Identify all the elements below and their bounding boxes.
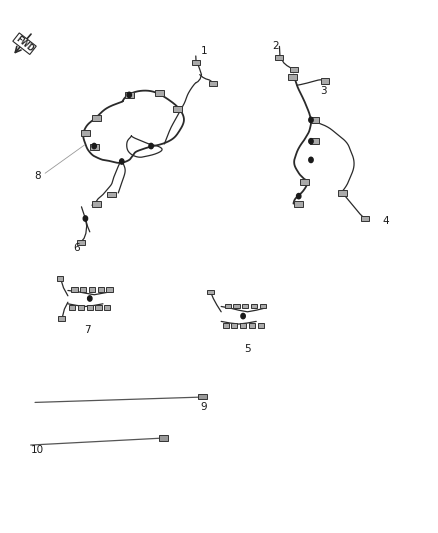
Circle shape bbox=[88, 296, 92, 301]
Bar bbox=[321, 78, 329, 84]
Bar bbox=[288, 74, 297, 79]
Bar bbox=[80, 287, 86, 292]
Bar bbox=[159, 435, 168, 440]
Text: 1: 1 bbox=[200, 46, 207, 56]
Bar bbox=[290, 67, 298, 72]
Bar bbox=[192, 60, 200, 65]
Circle shape bbox=[297, 193, 301, 199]
Bar bbox=[275, 55, 283, 60]
Text: 2: 2 bbox=[272, 41, 279, 51]
Bar bbox=[92, 115, 101, 121]
Text: 6: 6 bbox=[73, 243, 80, 253]
Circle shape bbox=[241, 313, 245, 319]
Circle shape bbox=[309, 157, 313, 163]
Text: FWD: FWD bbox=[14, 34, 35, 53]
Bar bbox=[207, 290, 213, 294]
Bar bbox=[77, 240, 85, 245]
Bar bbox=[173, 106, 182, 111]
Bar bbox=[69, 305, 75, 310]
Bar bbox=[360, 215, 369, 222]
Bar bbox=[87, 305, 93, 310]
Bar bbox=[249, 323, 255, 327]
Bar bbox=[294, 200, 303, 206]
Bar bbox=[310, 138, 319, 144]
Bar bbox=[300, 179, 309, 185]
Bar bbox=[106, 287, 113, 292]
Bar bbox=[81, 130, 90, 136]
Circle shape bbox=[83, 216, 88, 221]
Circle shape bbox=[149, 143, 153, 149]
Bar bbox=[310, 117, 319, 123]
Bar bbox=[198, 393, 207, 400]
Bar bbox=[233, 304, 240, 308]
Bar bbox=[251, 304, 257, 308]
Bar bbox=[258, 323, 264, 327]
Bar bbox=[90, 143, 99, 149]
Bar bbox=[58, 316, 65, 320]
Bar bbox=[104, 305, 110, 310]
Circle shape bbox=[309, 139, 313, 144]
Bar bbox=[240, 323, 246, 327]
Circle shape bbox=[309, 117, 313, 123]
Bar bbox=[260, 304, 266, 308]
Bar bbox=[125, 92, 134, 98]
Bar bbox=[155, 90, 164, 96]
Bar bbox=[98, 287, 104, 292]
Text: 9: 9 bbox=[200, 402, 207, 413]
Bar bbox=[242, 304, 248, 308]
Bar bbox=[71, 287, 78, 292]
Text: 10: 10 bbox=[31, 445, 44, 455]
Bar bbox=[89, 287, 95, 292]
Bar bbox=[225, 304, 231, 308]
Bar bbox=[231, 323, 237, 327]
Text: 7: 7 bbox=[84, 325, 91, 335]
Circle shape bbox=[120, 159, 124, 164]
Text: 8: 8 bbox=[34, 171, 41, 181]
Bar bbox=[78, 305, 84, 310]
Bar bbox=[57, 276, 64, 281]
Bar bbox=[223, 323, 229, 327]
Bar bbox=[338, 190, 347, 196]
Bar bbox=[107, 191, 116, 197]
Bar bbox=[209, 81, 217, 86]
Bar bbox=[92, 201, 101, 207]
Text: 3: 3 bbox=[320, 86, 326, 96]
Circle shape bbox=[127, 92, 131, 98]
Text: 5: 5 bbox=[244, 344, 251, 354]
Bar bbox=[95, 305, 102, 310]
Text: 4: 4 bbox=[382, 216, 389, 226]
Circle shape bbox=[92, 143, 96, 149]
